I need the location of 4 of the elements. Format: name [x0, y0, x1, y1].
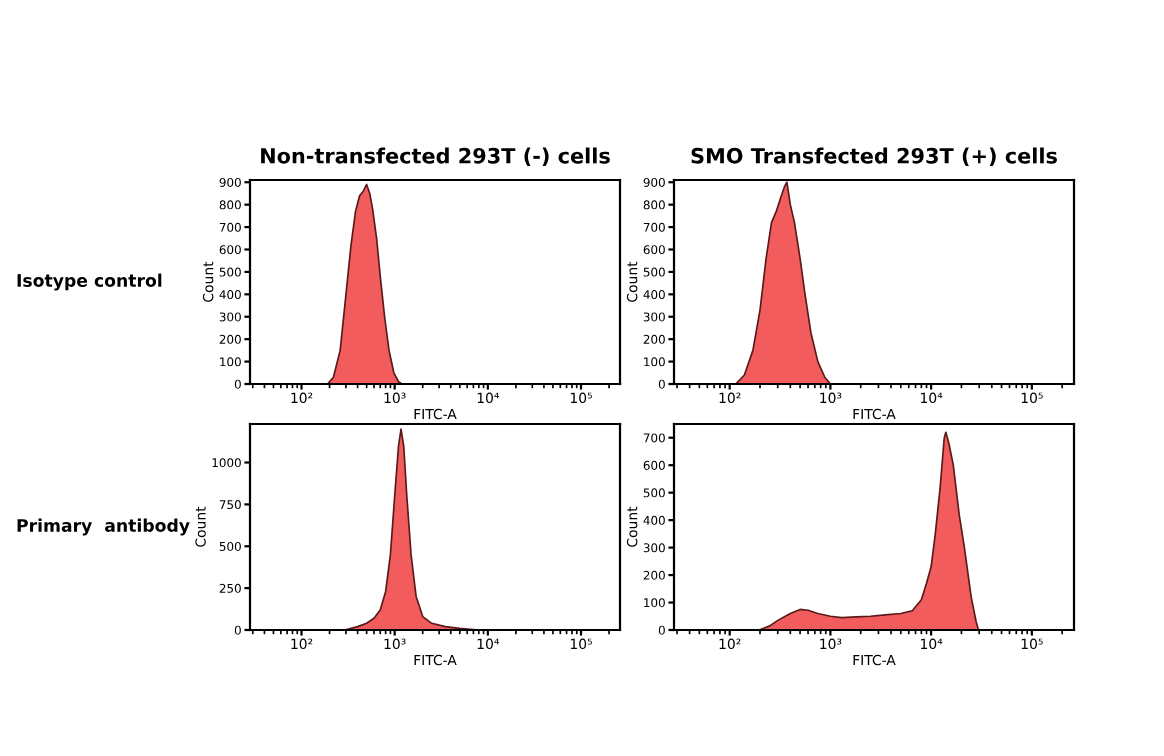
text: Primary antibody: [17, 518, 190, 536]
chart-title: SMO Transfected 293T (+) cells: [691, 147, 1057, 167]
chart-title: Non-transfected 293T (-) cells: [261, 147, 610, 167]
text: Isotype control: [17, 273, 162, 291]
